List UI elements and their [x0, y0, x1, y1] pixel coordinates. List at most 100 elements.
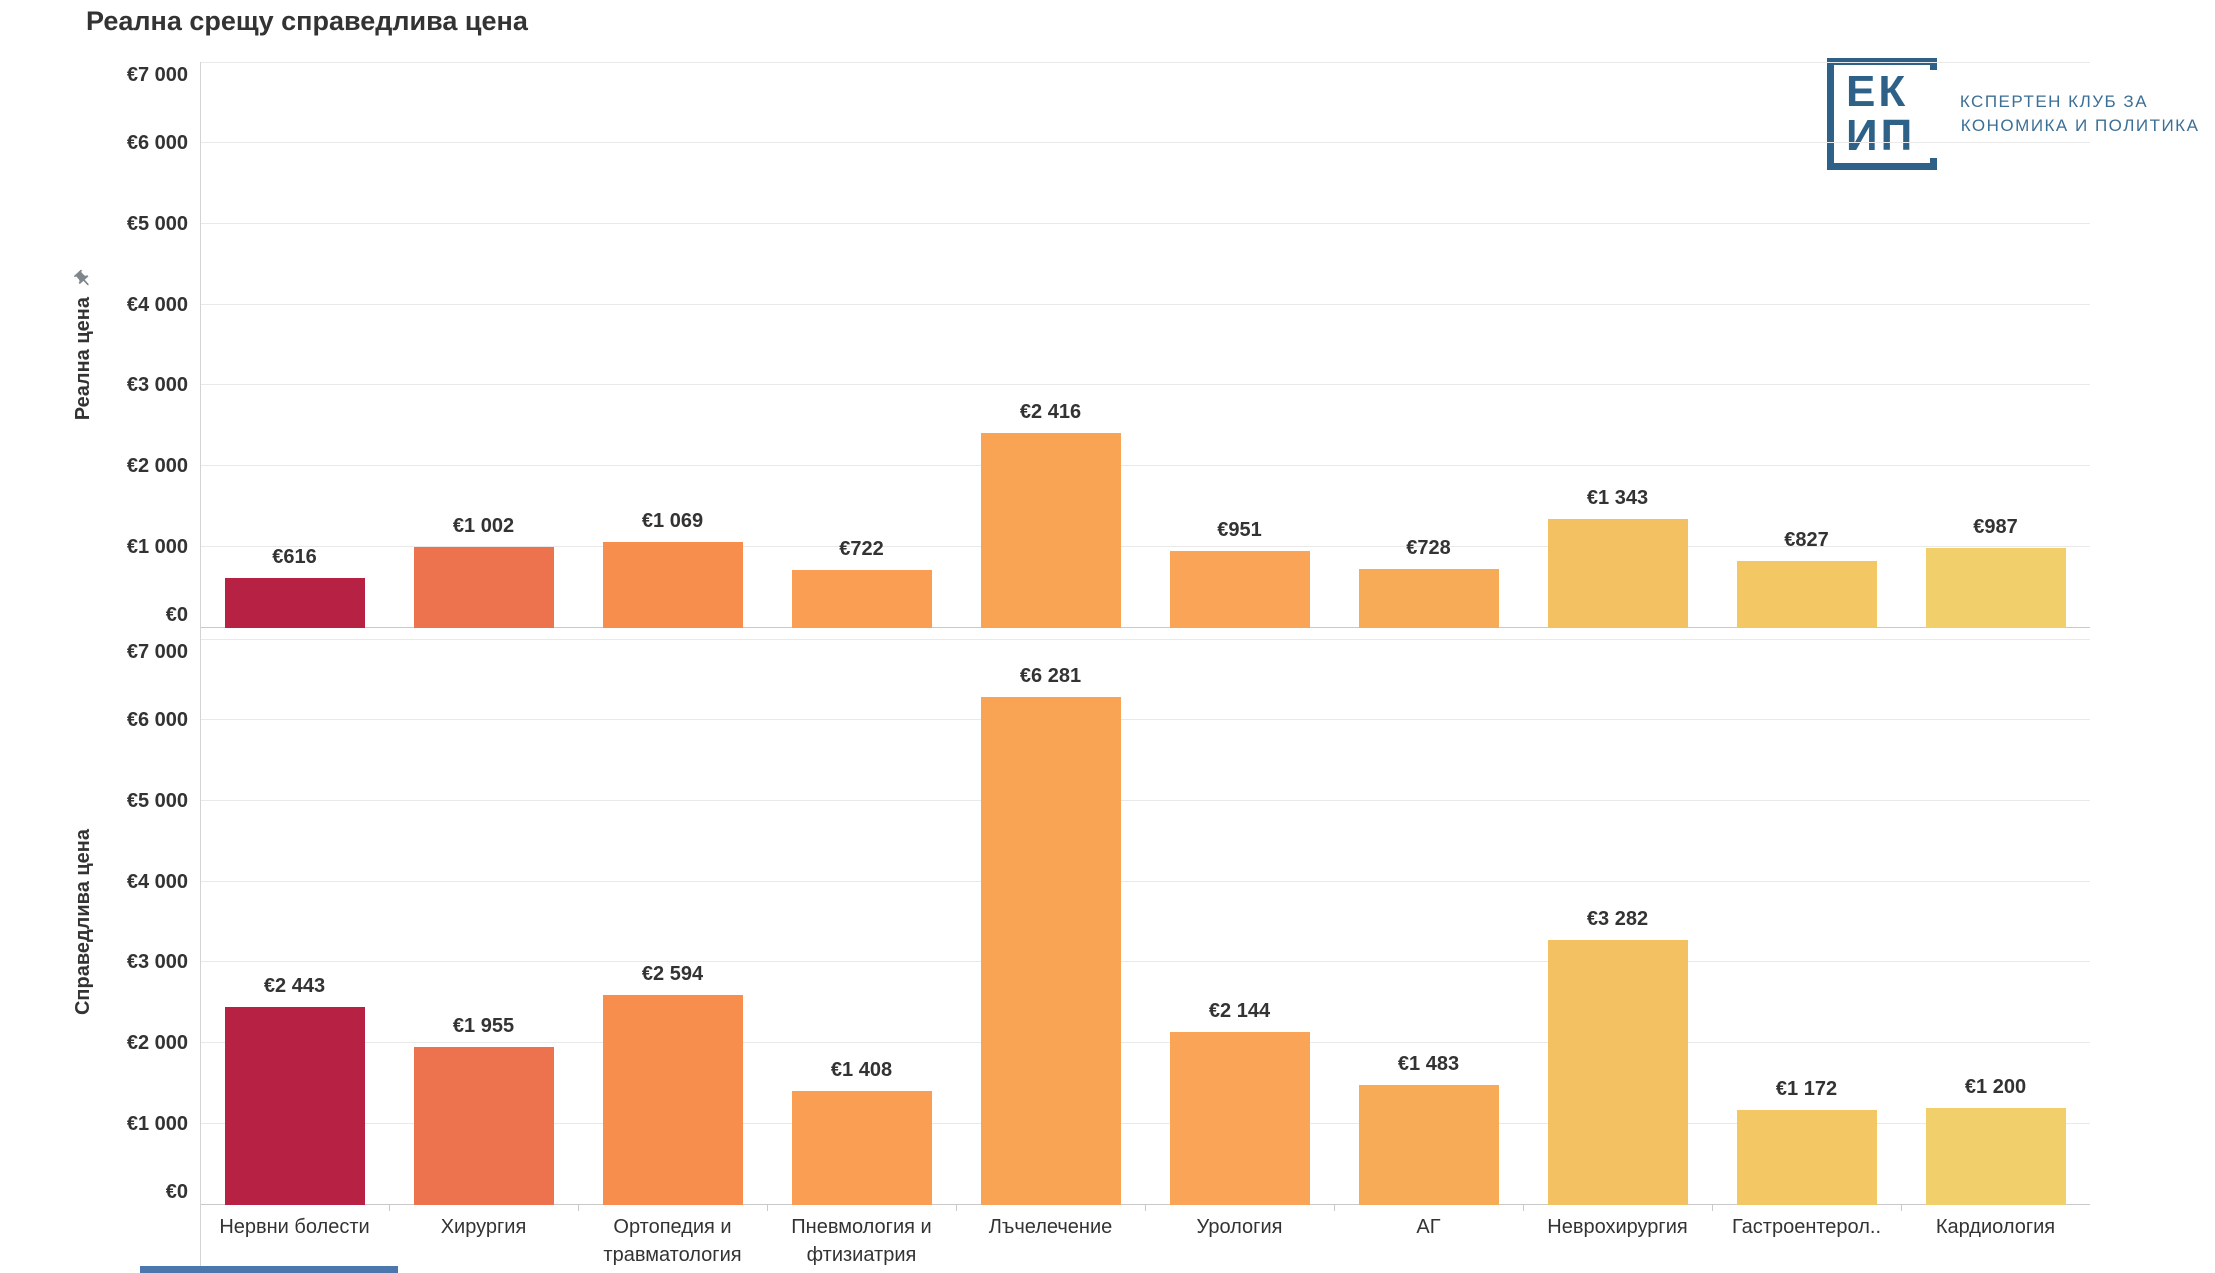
panel-real-price: €0 €1 000 €2 000 €3 000 €4 000 €5 000 €6 000 €7… [127, 62, 2090, 628]
bar-value-label: €6 281 [1019, 665, 1082, 688]
bar-Справедлива цена-4[interactable] [791, 1091, 932, 1205]
x-axis-tick [389, 1205, 390, 1211]
gridline [200, 1204, 2090, 1205]
bar-Справедлива цена-3[interactable] [602, 995, 743, 1205]
x-axis-tick [578, 1205, 579, 1211]
y-tick-label: €5 000 [126, 212, 188, 235]
bar-value-label: €616 [272, 546, 317, 569]
bar-Справедлива цена-1[interactable] [224, 1007, 365, 1205]
y-tick-label: €4 000 [126, 870, 188, 893]
bar-value-label: €2 443 [263, 975, 326, 998]
x-axis-label: Лъчелечение [988, 1216, 1113, 1238]
ekip-logo: ЕК ИП ЕКСПЕРТЕН КЛУБ ЗА ИКОНОМИКА И ПОЛИ… [1827, 58, 2199, 170]
y-tick-label: €3 000 [126, 951, 188, 974]
gridline [200, 880, 2090, 882]
bar-value-label: €987 [1973, 516, 2018, 539]
y-tick-label: €2 000 [126, 1032, 188, 1055]
bar-value-label: €2 594 [641, 963, 704, 986]
y-tick-label: €0 [165, 1181, 188, 1203]
x-axis-label: Кардиология [1935, 1216, 2056, 1238]
gridline [200, 627, 2090, 628]
gridline [200, 718, 2090, 720]
x-axis-label: Урология [1196, 1216, 1283, 1238]
gridline [200, 1123, 2090, 1125]
y-tick-label: €7 000 [126, 64, 188, 86]
bar-value-label: €3 282 [1586, 907, 1649, 930]
gridline [200, 546, 2090, 548]
x-axis-tick [1334, 1205, 1335, 1211]
bar-Реална цена-9[interactable] [1736, 561, 1877, 628]
bar-value-label: €2 416 [1019, 400, 1082, 423]
y-axis-line [200, 62, 201, 1273]
panel-fair-price: €0 €1 000 €2 000 €3 000 €4 000 €5 000 €6 000 €7… [127, 639, 2090, 1205]
bar-Реална цена-4[interactable] [791, 569, 932, 628]
gridline [200, 141, 2090, 143]
bar-Справедлива цена-8[interactable] [1547, 939, 1688, 1205]
bar-value-label: €1 002 [452, 514, 515, 537]
x-axis-label: АГ [1416, 1216, 1441, 1238]
x-axis-tick [956, 1205, 957, 1211]
ekip-logo-mark: ЕК ИП [1827, 58, 1958, 170]
bar-value-label: €1 483 [1397, 1053, 1460, 1076]
x-axis-label: Ортопедия и травматология [603, 1216, 742, 1266]
bar-Реална цена-8[interactable] [1547, 519, 1688, 628]
gridline [200, 384, 2090, 386]
x-axis-label: Хирургия [440, 1216, 527, 1238]
logo-mark-line1: ЕК [1834, 70, 1958, 114]
gridline [200, 303, 2090, 305]
bar-Справедлива цена-5[interactable] [980, 697, 1121, 1205]
bar-value-label: €728 [1406, 537, 1451, 560]
bar-Реална цена-5[interactable] [980, 432, 1121, 628]
x-axis-tick [767, 1205, 768, 1211]
x-axis-tick [1901, 1205, 1902, 1211]
bar-Реална цена-10[interactable] [1925, 548, 2066, 628]
y-tick-label: €1 000 [126, 1113, 188, 1136]
bar-value-label: €951 [1217, 519, 1262, 542]
y-axis-title-real: Реална цена [58, 62, 108, 628]
bar-value-label: €2 144 [1208, 999, 1271, 1022]
gridline [200, 799, 2090, 801]
bar-Реална цена-1[interactable] [224, 578, 365, 628]
bottom-strip [140, 1266, 398, 1273]
gridline [200, 961, 2090, 963]
ekip-logo-text: ЕКСПЕРТЕН КЛУБ ЗА ИКОНОМИКА И ПОЛИТИКА [1947, 92, 2199, 136]
x-axis-label: Неврохирургия [1547, 1216, 1688, 1238]
bar-Справедлива цена-10[interactable] [1925, 1107, 2066, 1205]
y-tick-label: €2 000 [126, 455, 188, 478]
bar-Справедлива цена-2[interactable] [413, 1046, 554, 1205]
bar-Справедлива цена-7[interactable] [1358, 1085, 1499, 1205]
bar-Реална цена-3[interactable] [602, 541, 743, 628]
gridline [200, 639, 2090, 640]
gridline [200, 1042, 2090, 1044]
y-tick-label: €5 000 [126, 789, 188, 812]
bar-Реална цена-6[interactable] [1169, 551, 1310, 628]
bar-value-label: €1 955 [452, 1014, 515, 1037]
bar-value-label: €1 343 [1586, 487, 1649, 510]
x-axis-label: Пневмология и фтизиатрия [791, 1216, 932, 1266]
gridline [200, 465, 2090, 467]
y-tick-label: €3 000 [126, 374, 188, 397]
bar-value-label: €722 [839, 537, 884, 560]
x-axis-tick [1712, 1205, 1713, 1211]
bar-Реална цена-2[interactable] [413, 546, 554, 628]
bar-value-label: €1 408 [830, 1059, 893, 1082]
bar-Справедлива цена-9[interactable] [1736, 1110, 1877, 1205]
y-tick-label: €1 000 [126, 536, 188, 559]
y-tick-label: €6 000 [126, 708, 188, 731]
x-axis-tick [1523, 1205, 1524, 1211]
bar-value-label: €1 200 [1964, 1075, 2027, 1098]
gridline [200, 62, 2090, 63]
y-tick-label: €4 000 [126, 293, 188, 316]
y-tick-label: €6 000 [126, 131, 188, 154]
y-tick-label: €7 000 [126, 641, 188, 663]
logo-name-line1: ЕКСПЕРТЕН КЛУБ ЗА [1947, 92, 2149, 111]
bar-Реална цена-7[interactable] [1358, 569, 1499, 628]
gridline [200, 222, 2090, 224]
pin-icon[interactable] [69, 265, 97, 293]
y-tick-label: €0 [165, 604, 188, 626]
bar-value-label: €1 069 [641, 509, 704, 532]
logo-name-line2: ИКОНОМИКА И ПОЛИТИКА [1947, 116, 2200, 135]
bar-Справедлива цена-6[interactable] [1169, 1031, 1310, 1205]
x-axis-tick [1145, 1205, 1146, 1211]
